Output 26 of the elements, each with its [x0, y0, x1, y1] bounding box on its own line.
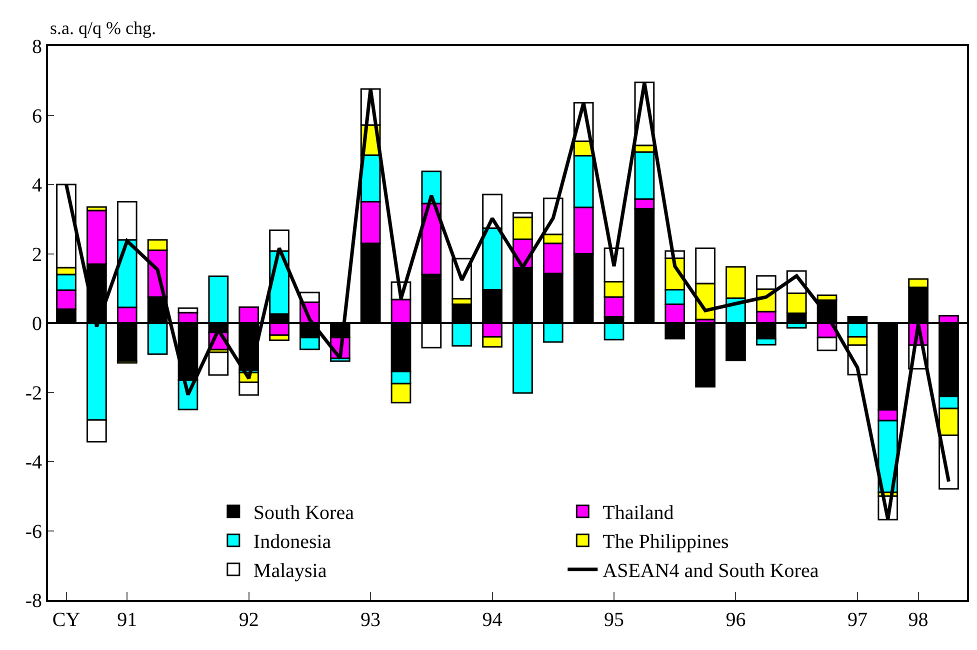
- y-tick-label: -6: [25, 520, 42, 543]
- y-tick-label: -4: [25, 452, 42, 474]
- x-tick-label: 98: [908, 609, 928, 631]
- bar: [208, 352, 229, 376]
- x-tick-label: 91: [117, 609, 138, 631]
- legend-label: ASEAN4 and South Korea: [602, 560, 819, 582]
- x-tick-label: 96: [726, 609, 746, 631]
- y-tick-label: -8: [25, 590, 42, 612]
- y-tick-label: -2: [25, 382, 42, 404]
- legend-label: Thailand: [602, 502, 674, 524]
- y-tick-label: 0: [32, 313, 42, 335]
- x-tick-label: 92: [238, 609, 259, 631]
- x-tick-label: 95: [604, 609, 624, 631]
- x-tick-label: 97: [847, 609, 868, 631]
- y-tick-label: 2: [32, 244, 42, 266]
- y-tick-label: 6: [32, 105, 42, 128]
- legend-label: South Korea: [253, 502, 354, 524]
- legend-label: The Philippines: [602, 531, 729, 554]
- legend-label: Malaysia: [253, 560, 327, 582]
- y-axis-title: s.a. q/q % chg.: [50, 18, 156, 38]
- y-tick-label: 8: [32, 36, 42, 58]
- legend-label: Indonesia: [253, 531, 332, 554]
- x-tick-label: CY: [52, 609, 80, 631]
- y-tick-label: 4: [32, 174, 42, 196]
- x-tick-label: 93: [360, 609, 381, 631]
- x-tick-label: 94: [482, 609, 502, 631]
